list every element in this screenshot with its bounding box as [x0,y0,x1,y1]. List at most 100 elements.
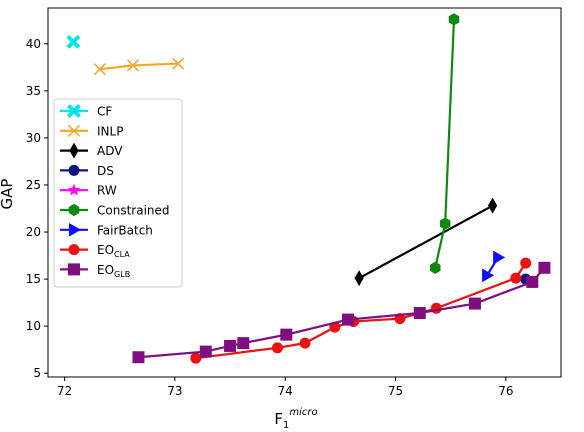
data-point-adv [354,270,364,287]
legend-label-main: Constrained [97,204,170,218]
legend: CFINLPADVDSRWConstrainedFairBatchEOCLAEO… [53,98,183,288]
axes-border [47,7,562,378]
legend-label: EOCLA [97,243,130,259]
legend-label-main: EO [97,243,114,257]
x-tick-label: 74 [278,384,293,398]
legend-entry-rw: RW [60,183,117,198]
series-line-eo-glb [138,267,546,359]
data-point-cf [66,34,81,49]
x-tick-label: 72 [57,384,72,398]
legend-marker [69,222,82,237]
data-point-eo-glb [526,275,539,288]
x-axis-label-subscript: 1 [283,420,289,431]
data-point-inlp [172,57,185,70]
marker-stroke [172,57,185,70]
legend-entry-eo-cla: EOCLA [60,243,130,259]
series-adv [354,197,498,287]
axis-labels: F1micro GAP [0,179,318,431]
y-tick-label: 10 [26,319,41,333]
legend-marker [68,203,80,217]
legend-label: Constrained [97,204,170,218]
legend-entry-constrained: Constrained [60,204,170,218]
legend-entry-inlp: INLP [60,124,123,138]
data-point-eo-cla [520,257,532,269]
x-tick-label: 73 [167,384,182,398]
legend-entry-fairbatch: FairBatch [60,222,153,237]
legend-entry-cf: CF [60,104,112,119]
series-line-inlp [99,62,179,71]
legend-box [53,98,183,288]
data-point-fairbatch [482,268,495,283]
data-point-eo-cla [271,342,283,354]
legend-label: RW [97,184,117,198]
x-tick-label: 76 [498,384,513,398]
x-axis-label: F1micro [274,407,317,431]
data-point-eo-glb [413,306,426,319]
marker-stroke [93,63,106,76]
legend-label: FairBatch [97,223,153,237]
legend-label-main: DS [97,164,114,178]
y-tick-label: 35 [26,84,41,98]
y-tick-label: 15 [26,272,41,286]
series-constrained [429,13,460,274]
data-point-eo-cla [190,352,202,364]
plot-area [66,13,551,364]
legend-label-main: RW [97,184,117,198]
data-point-eo-glb [237,337,250,350]
data-point-eo-glb [342,313,355,326]
data-point-constrained [439,217,451,230]
legend-entry-ds: DS [60,164,114,178]
y-tick-label: 5 [33,366,41,380]
legend-label-main: EO [97,263,114,277]
legend-marker [68,263,80,276]
data-point-eo-glb [224,339,237,352]
legend-marker [68,164,80,176]
legend-marker [67,124,81,137]
y-tick-label: 30 [26,131,41,145]
x-axis-label-superscript: micro [289,407,317,418]
marker-stroke [126,59,139,72]
plot-frame [47,7,562,378]
marker-stroke [67,104,81,118]
legend-label-main: FairBatch [97,223,153,237]
legend-marker [67,104,81,118]
x-axis-label-main: F [274,410,283,428]
data-point-eo-glb [199,345,212,358]
series-line-constrained [434,19,456,269]
legend-label: EOGLB [97,263,130,279]
data-point-fairbatch [493,250,506,265]
legend-entry-eo-glb: EOGLB [60,263,130,279]
series-inlp [93,57,185,76]
x-tick-label: 75 [388,384,403,398]
series-fairbatch [482,250,506,283]
data-point-constrained [448,13,460,26]
y-axis-label: GAP [0,179,16,210]
legend-label-subscript: CLA [114,250,130,259]
data-point-adv [488,197,498,214]
data-point-eo-glb [468,297,481,310]
legend-marker [68,244,80,256]
legend-label-main: ADV [97,144,123,158]
legend-label: ADV [97,144,123,158]
y-tick-label: 20 [26,225,41,239]
series-eo-glb [132,261,551,364]
legend-label: INLP [97,124,123,138]
y-tick-label: 25 [26,178,41,192]
legend-entry-adv: ADV [60,142,123,159]
data-point-eo-glb [132,351,145,364]
data-point-eo-cla [510,272,522,284]
legend-marker [67,183,81,196]
legend-label: DS [97,164,114,178]
y-tick-label: 40 [26,37,41,51]
data-point-eo-glb [538,261,551,274]
legend-label-subscript: GLB [114,270,130,279]
data-point-inlp [93,63,106,76]
series-line-adv [358,204,494,280]
data-point-inlp [126,59,139,72]
legend-label: CF [97,105,112,119]
axis-ticks: 72 73 74 75 76 5 10 15 20 25 30 35 40 [26,37,514,398]
data-point-constrained [429,261,441,274]
data-point-eo-glb [280,328,293,341]
legend-marker [69,142,79,159]
